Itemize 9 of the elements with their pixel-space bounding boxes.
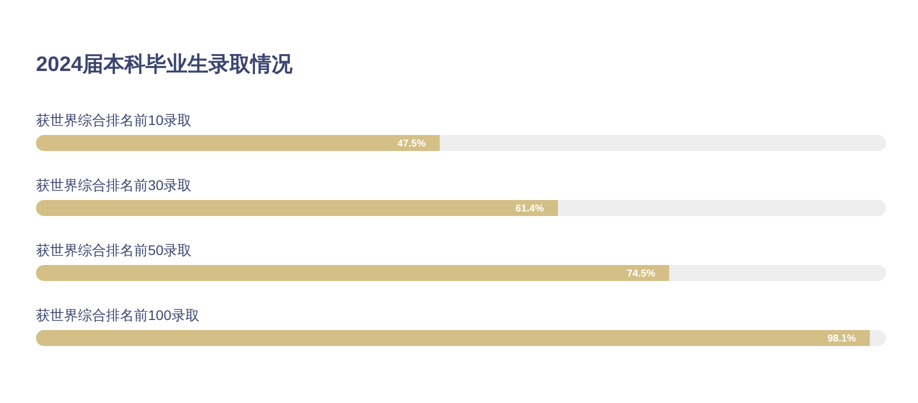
data-label: 61.4%	[516, 204, 544, 214]
data-label: 47.5%	[397, 138, 426, 150]
data-label: 74.5%	[626, 268, 656, 280]
data-label: 98.1%	[827, 334, 856, 344]
y-tick-label: 获世界综合排名前50录取	[36, 242, 192, 258]
y-tick-label: 获世界综合排名前100录取	[36, 307, 200, 323]
y-tick-label: 获世界综合排名前10录取	[36, 112, 192, 128]
chart-title: 2024届本科毕业生录取情况	[36, 53, 294, 76]
y-tick-label: 获世界综合排名前30录取	[36, 177, 192, 193]
